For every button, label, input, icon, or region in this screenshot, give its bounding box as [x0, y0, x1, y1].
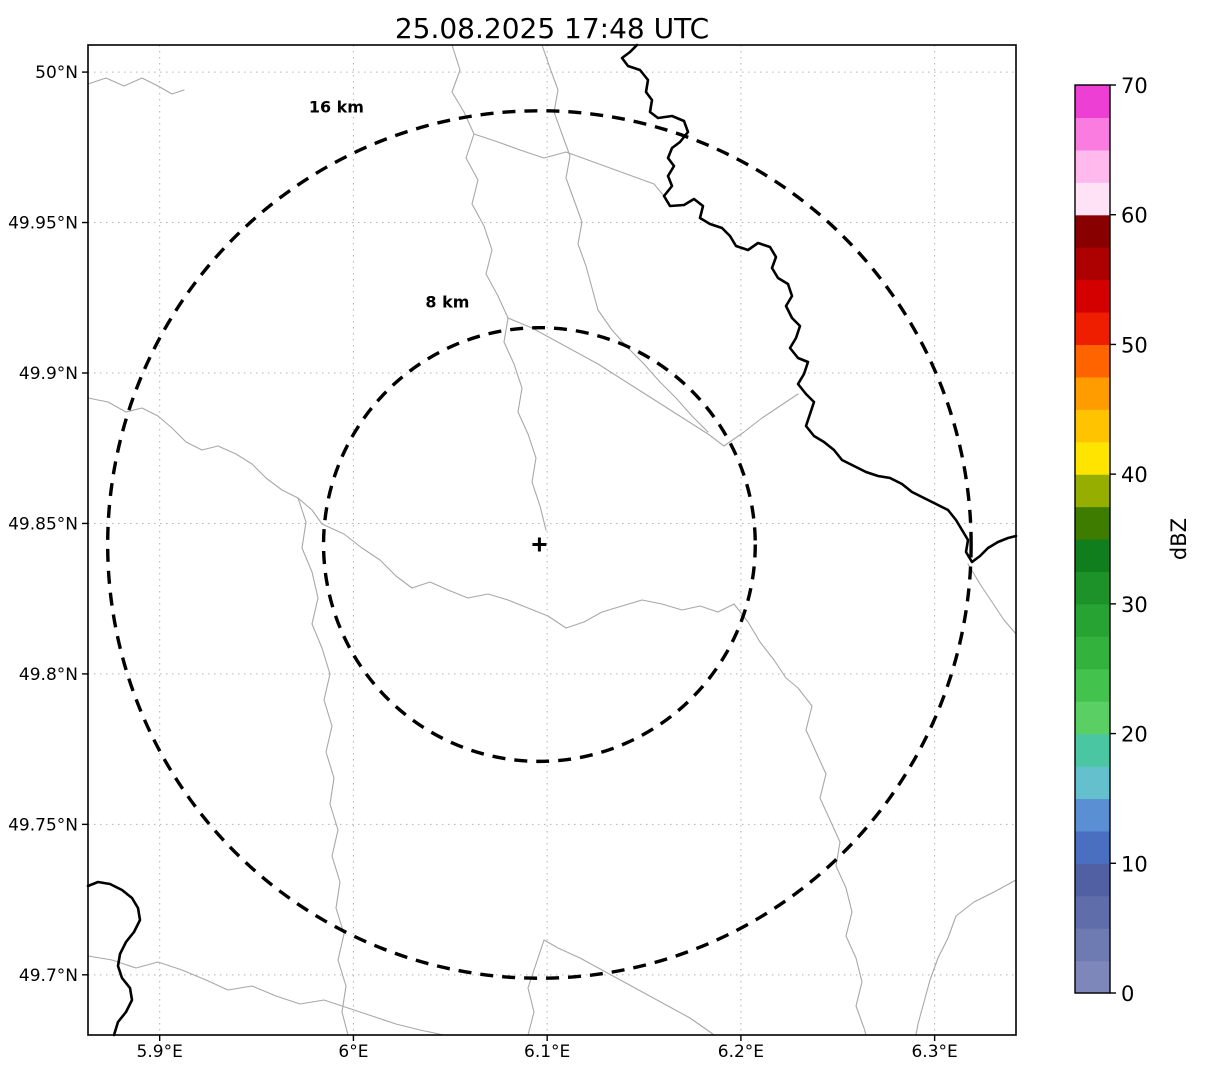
- x-tick-label: 6.3°E: [911, 1042, 957, 1062]
- colorbar-segment: [1075, 701, 1110, 735]
- range-ring-label: 8 km: [425, 293, 469, 312]
- country-border-line: [86, 880, 142, 1037]
- colorbar-segment: [1075, 474, 1110, 508]
- colorbar-segment: [1075, 603, 1110, 637]
- municipal-border-line: [507, 317, 799, 447]
- y-tick-label: 49.9°N: [19, 364, 78, 384]
- range-rings: 16 km 8 km: [105, 98, 973, 980]
- colorbar-segment: [1075, 830, 1110, 864]
- colorbar-segment: [1075, 376, 1110, 410]
- range-ring: [105, 109, 973, 980]
- y-tick-label: 50°N: [35, 63, 78, 83]
- municipal-border-line: [967, 563, 1017, 635]
- colorbar-segment: [1075, 798, 1110, 832]
- colorbar-tick-label: 30: [1121, 593, 1148, 617]
- colorbar-segment: [1075, 312, 1110, 346]
- colorbar-segment: [1075, 117, 1110, 151]
- y-tick-label: 49.95°N: [8, 214, 78, 234]
- municipal-border-line: [297, 497, 349, 1036]
- x-tick-label: 6.1°E: [524, 1042, 570, 1062]
- colorbar-tick-label: 60: [1121, 204, 1148, 228]
- y-tick-label: 49.8°N: [19, 665, 78, 685]
- colorbar-segment: [1075, 247, 1110, 281]
- country-border-river-line: [620, 43, 1018, 564]
- colorbar-segment: [1075, 895, 1110, 929]
- colorbar-segment: [1075, 863, 1110, 897]
- municipal-border-line: [321, 523, 735, 629]
- colorbar-tick-label: 20: [1121, 723, 1148, 747]
- colorbar-segment: [1075, 409, 1110, 443]
- colorbar-tick-label: 50: [1121, 333, 1148, 357]
- municipal-border-line: [733, 603, 867, 1036]
- radar-center-marker: [532, 537, 547, 552]
- municipal-border-line: [87, 955, 445, 1036]
- colorbar-segment: [1075, 766, 1110, 800]
- x-tick-label: 6.2°E: [718, 1042, 764, 1062]
- colorbar-segment: [1075, 149, 1110, 183]
- colorbar: 0 10 20 30 40 50 60 70: [1074, 74, 1148, 1006]
- municipal-border-line: [451, 44, 547, 531]
- colorbar-segment: [1075, 441, 1110, 475]
- map-borders: [86, 43, 1018, 1037]
- colorbar-segment: [1075, 506, 1110, 540]
- x-axis-ticks: 5.9°E 6°E 6.1°E 6.2°E 6.3°E: [137, 1035, 958, 1062]
- colorbar-segment: [1075, 539, 1110, 573]
- colorbar-segment: [1075, 85, 1110, 119]
- colorbar-segment: [1075, 636, 1110, 670]
- range-ring: [321, 325, 757, 764]
- colorbar-segment: [1075, 214, 1110, 248]
- colorbar-segment: [1075, 344, 1110, 378]
- range-ring-label: 16 km: [309, 98, 364, 117]
- municipal-border-line: [87, 77, 185, 95]
- x-tick-label: 6°E: [338, 1042, 368, 1062]
- figure-title: 25.08.2025 17:48 UTC: [395, 12, 709, 45]
- colorbar-tick-label: 0: [1121, 982, 1134, 1006]
- colorbar-tick-label: 10: [1121, 852, 1148, 876]
- municipal-border-line: [527, 939, 715, 1036]
- municipal-border-line: [473, 133, 665, 197]
- y-tick-label: 49.85°N: [8, 514, 78, 534]
- municipal-border-line: [87, 397, 323, 525]
- colorbar-frame: [1074, 84, 1111, 994]
- municipal-border-line: [915, 879, 1017, 1036]
- colorbar-tick-label: 40: [1121, 463, 1148, 487]
- colorbar-segment: [1075, 928, 1110, 962]
- y-tick-label: 49.75°N: [8, 815, 78, 835]
- colorbar-segment: [1075, 182, 1110, 216]
- y-axis-ticks: 50°N 49.95°N 49.9°N 49.85°N 49.8°N 49.75°N 49.…: [8, 63, 88, 986]
- colorbar-label: dBZ: [1167, 518, 1191, 560]
- colorbar-segment: [1075, 279, 1110, 313]
- colorbar-segment: [1075, 668, 1110, 702]
- plus-marker-icon: [532, 537, 547, 552]
- map-frame: [87, 44, 1017, 1036]
- colorbar-segment: [1075, 960, 1110, 994]
- x-tick-label: 5.9°E: [137, 1042, 183, 1062]
- colorbar-segment: [1075, 733, 1110, 767]
- y-tick-label: 49.7°N: [19, 966, 78, 986]
- municipal-border-line: [541, 44, 709, 433]
- colorbar-segment: [1075, 571, 1110, 605]
- gridlines: [88, 45, 1016, 1035]
- colorbar-tick-label: 70: [1121, 74, 1148, 98]
